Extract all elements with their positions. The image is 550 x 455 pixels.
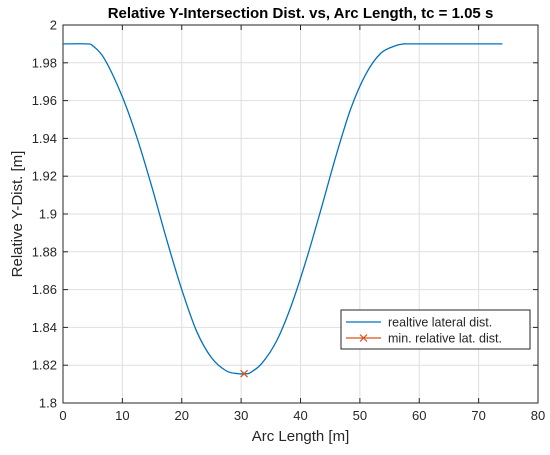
x-tick-label: 10 — [115, 408, 129, 423]
series-line-lateral-dist — [62, 43, 503, 375]
legend-marker-min-dist — [359, 334, 368, 342]
x-tick-label: 80 — [531, 408, 545, 423]
y-axis-label: Relative Y-Dist. [m] — [9, 151, 26, 278]
series-layer — [62, 43, 503, 378]
x-tick-label: 30 — [234, 408, 248, 423]
y-tick-label: 1.9 — [39, 207, 57, 222]
x-tick-label: 20 — [175, 408, 189, 423]
y-tick-label: 1.82 — [32, 358, 57, 373]
legend-x-marker — [359, 334, 368, 342]
y-tick-label: 1.94 — [32, 131, 57, 146]
legend-box — [340, 309, 531, 350]
x-tick-label: 70 — [471, 408, 485, 423]
y-tick-label: 2 — [50, 18, 57, 33]
grid — [62, 24, 539, 404]
legend-label-min-dist: min. relative lat. dist. — [388, 332, 502, 346]
y-tick-label: 1.88 — [32, 244, 57, 259]
y-tick-label: 1.84 — [32, 320, 57, 335]
y-tick-label: 1.98 — [32, 55, 57, 70]
y-tick-label: 1.8 — [39, 396, 57, 411]
x-tick-label: 0 — [59, 408, 66, 423]
x-tick-label: 60 — [412, 408, 426, 423]
x-axis-label: Arc Length [m] — [252, 428, 350, 445]
axis-ticks: 0 10 20 30 40 50 60 70 80 1.8 1.82 1.84 1.86 1.88 1.9 1… — [32, 18, 546, 424]
legend-label-lateral-dist: realtive lateral dist. — [388, 316, 492, 330]
y-tick-label: 1.92 — [32, 169, 57, 184]
y-tick-label: 1.96 — [32, 93, 57, 108]
chart-title: Relative Y-Intersection Dist. vs, Arc Le… — [108, 5, 494, 22]
y-tick-label: 1.86 — [32, 282, 57, 297]
min-point-marker — [240, 369, 249, 378]
legend: realtive lateral dist. min. relative lat… — [340, 309, 531, 350]
x-tick-label: 50 — [353, 408, 367, 423]
x-tick-label: 40 — [293, 408, 307, 423]
